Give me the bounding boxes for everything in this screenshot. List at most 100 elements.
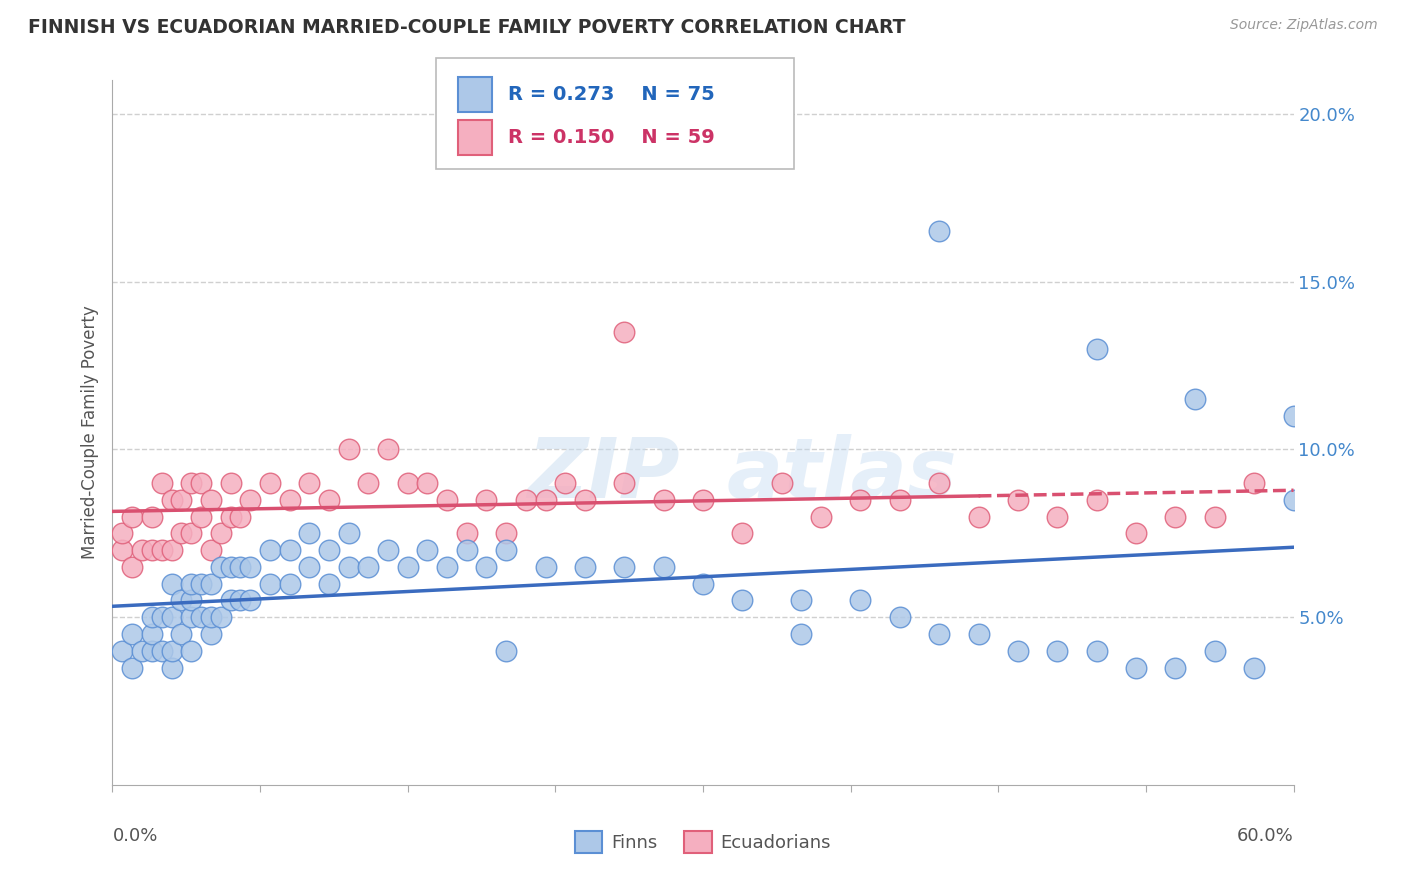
Point (150, 475, 173, 490)
Point (239, 559, 262, 574)
Point (534, 559, 557, 574)
Text: R = 0.150    N = 59: R = 0.150 N = 59 (508, 128, 714, 147)
Point (456, 526, 478, 541)
Point (229, 559, 252, 574)
Point (1125, 526, 1147, 541)
Point (209, 559, 232, 574)
Point (928, 224, 950, 238)
Point (160, 660, 183, 674)
Point (259, 543, 281, 558)
Point (554, 475, 576, 490)
Point (131, 644, 153, 658)
Point (1085, 644, 1108, 658)
Text: 60.0%: 60.0% (1237, 827, 1294, 846)
Point (180, 593, 202, 607)
Point (1204, 644, 1226, 658)
Point (318, 543, 340, 558)
Point (318, 576, 340, 591)
Point (160, 644, 183, 658)
Point (121, 509, 143, 524)
Point (239, 492, 262, 507)
Point (111, 526, 134, 541)
Point (141, 627, 163, 641)
Point (121, 627, 143, 641)
Point (160, 610, 183, 624)
Point (160, 492, 183, 507)
Point (229, 509, 252, 524)
Point (209, 610, 232, 624)
Text: R = 0.273    N = 75: R = 0.273 N = 75 (508, 85, 714, 104)
Point (1046, 644, 1069, 658)
Point (141, 610, 163, 624)
Point (150, 610, 173, 624)
Point (613, 475, 636, 490)
Point (219, 593, 242, 607)
Point (1243, 475, 1265, 490)
Point (180, 475, 202, 490)
Point (928, 475, 950, 490)
Point (731, 526, 754, 541)
Point (416, 543, 439, 558)
Point (1164, 660, 1187, 674)
Point (1125, 660, 1147, 674)
Point (180, 644, 202, 658)
Legend: Finns, Ecuadorians: Finns, Ecuadorians (568, 824, 838, 861)
Point (219, 509, 242, 524)
Point (337, 559, 360, 574)
Point (337, 442, 360, 457)
Point (141, 543, 163, 558)
Point (475, 492, 498, 507)
Point (515, 492, 537, 507)
Point (810, 509, 832, 524)
Point (1085, 342, 1108, 356)
Point (209, 526, 232, 541)
Point (574, 559, 596, 574)
Point (790, 593, 813, 607)
Point (278, 576, 301, 591)
Point (889, 610, 911, 624)
Point (1282, 409, 1305, 423)
Point (357, 475, 380, 490)
Point (967, 627, 990, 641)
Point (436, 559, 458, 574)
Point (190, 475, 212, 490)
Point (180, 526, 202, 541)
Point (219, 475, 242, 490)
Point (967, 509, 990, 524)
Point (534, 492, 557, 507)
Point (337, 526, 360, 541)
Point (1085, 492, 1108, 507)
Text: FINNISH VS ECUADORIAN MARRIED-COUPLE FAMILY POVERTY CORRELATION CHART: FINNISH VS ECUADORIAN MARRIED-COUPLE FAM… (28, 18, 905, 37)
Y-axis label: Married-Couple Family Poverty: Married-Couple Family Poverty (80, 306, 98, 559)
Point (928, 627, 950, 641)
Text: ZIP: ZIP (527, 434, 679, 516)
Point (121, 559, 143, 574)
Point (170, 627, 193, 641)
Point (889, 492, 911, 507)
Point (357, 559, 380, 574)
Point (239, 593, 262, 607)
Point (259, 475, 281, 490)
Point (160, 543, 183, 558)
Point (613, 559, 636, 574)
Point (574, 492, 596, 507)
Point (200, 627, 222, 641)
Point (298, 475, 321, 490)
Point (170, 593, 193, 607)
Point (692, 576, 714, 591)
Point (318, 492, 340, 507)
Point (731, 593, 754, 607)
Point (495, 644, 517, 658)
Point (396, 559, 419, 574)
Point (1204, 509, 1226, 524)
Point (416, 475, 439, 490)
Point (1243, 660, 1265, 674)
Point (131, 543, 153, 558)
Point (1184, 392, 1206, 406)
Text: 0.0%: 0.0% (112, 827, 157, 846)
Point (200, 610, 222, 624)
Point (190, 576, 212, 591)
Point (200, 492, 222, 507)
Point (190, 610, 212, 624)
Point (190, 509, 212, 524)
